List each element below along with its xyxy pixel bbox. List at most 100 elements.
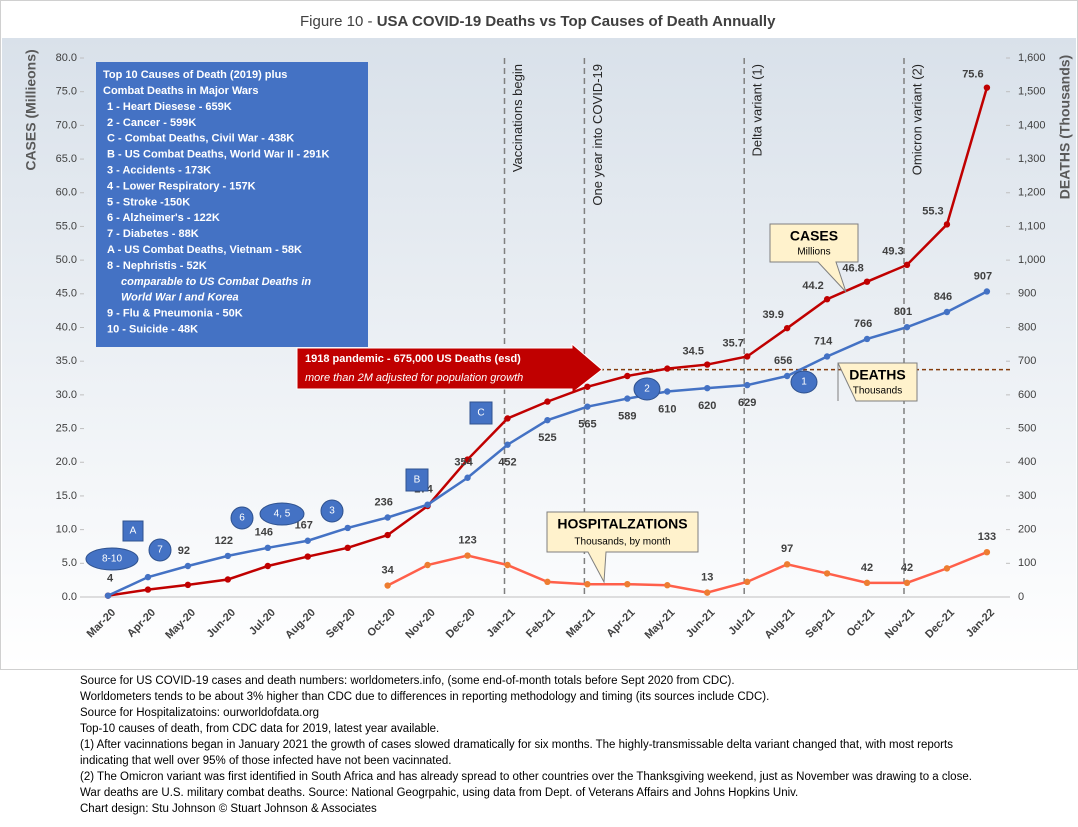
data-label: 801 — [894, 306, 912, 318]
footer-line: War deaths are U.S. military combat deat… — [80, 787, 798, 799]
marker-shape — [122, 520, 144, 542]
causes-item: 6 - Alzheimer's - 122K — [107, 212, 220, 224]
data-label: 75.6 — [962, 69, 983, 81]
data-point — [304, 553, 311, 560]
y2-tick-label: 600 — [1018, 389, 1036, 401]
legend-unit: Thousands, by month — [574, 537, 670, 548]
y-tick-label: 30.0 — [56, 389, 77, 401]
y2-tick-label: 100 — [1018, 557, 1036, 569]
data-label: 49.3 — [882, 246, 903, 258]
data-point — [224, 576, 232, 583]
data-point — [184, 581, 192, 589]
data-point — [664, 582, 671, 589]
data-point — [744, 578, 751, 586]
data-point — [983, 548, 991, 556]
data-label: 565 — [578, 419, 596, 431]
causes-item: 3 - Accidents - 173K — [107, 165, 211, 177]
data-label: 44.2 — [802, 280, 823, 292]
data-point — [584, 580, 591, 588]
data-label: 589 — [618, 410, 636, 422]
data-point — [264, 544, 271, 552]
marker-label: A — [130, 526, 137, 537]
causes-note: World War I and Korea — [121, 292, 239, 304]
causes-item: A - US Combat Deaths, Vietnam - 58K — [107, 244, 302, 256]
y-tick-label: 10.0 — [56, 524, 77, 536]
reference-sublabel: more than 2M adjusted for population gro… — [305, 372, 523, 384]
data-point — [704, 361, 711, 368]
y2-tick-label: 800 — [1018, 321, 1036, 333]
marker-label: B — [414, 475, 421, 486]
reference-banner — [296, 342, 603, 395]
footer-line: Source for Hospitalizatoins: ourworldofd… — [80, 707, 319, 719]
y2-tick-label: 1,000 — [1018, 254, 1046, 266]
event-label: One year into COVID-19 — [590, 64, 605, 206]
data-point — [943, 221, 951, 228]
data-point — [224, 552, 232, 560]
data-point — [744, 381, 751, 389]
data-label: 34.5 — [683, 345, 704, 357]
y-tick-label: 35.0 — [56, 355, 77, 367]
marker-shape — [259, 502, 305, 526]
series-line — [387, 551, 988, 594]
data-point — [384, 531, 391, 539]
data-point — [863, 579, 871, 587]
title: Figure 10 - USA COVID-19 Deaths vs Top C… — [300, 13, 776, 30]
causes-note: comparable to US Combat Deaths in — [121, 276, 311, 288]
causes-item: B - US Combat Deaths, World War II - 291… — [107, 149, 330, 161]
y-tick-label: 25.0 — [56, 422, 77, 434]
data-point — [943, 565, 951, 572]
y-tick-label: 75.0 — [56, 86, 77, 98]
y2-tick-label: 0 — [1018, 591, 1024, 603]
causes-item: 10 - Suicide - 48K — [107, 324, 198, 336]
data-label: 610 — [658, 403, 676, 415]
data-label: 656 — [774, 355, 792, 367]
legend-name: HOSPITALZATIONS — [557, 516, 687, 532]
marker-shape — [320, 499, 344, 523]
causes-item: 5 - Stroke -150K — [107, 196, 190, 208]
marker-label: 6 — [239, 513, 245, 524]
data-label: 452 — [498, 457, 516, 469]
y2-tick-label: 1,500 — [1018, 86, 1046, 98]
data-label: 167 — [295, 520, 313, 532]
data-point — [144, 586, 152, 593]
footer-line: (1) After vacinnations began in January … — [80, 739, 953, 751]
data-label: 13 — [701, 572, 713, 584]
legend-name: CASES — [790, 228, 838, 244]
data-label: 46.8 — [842, 263, 863, 275]
data-label: 714 — [814, 335, 833, 347]
data-point — [264, 562, 271, 570]
y-tick-label: 5.0 — [62, 557, 77, 569]
data-point — [344, 524, 351, 532]
callout-box — [837, 362, 918, 402]
data-label: 42 — [901, 562, 913, 574]
data-label: 34 — [382, 564, 395, 576]
data-point — [544, 398, 551, 405]
data-point — [783, 372, 791, 380]
footer-line: indicating that well over 95% of those i… — [80, 755, 451, 767]
footer-line: Chart design: Stu Johnson © Stuart Johns… — [80, 803, 377, 815]
data-label: 846 — [934, 291, 952, 303]
marker-label: 8-10 — [102, 554, 122, 565]
marker-shape — [633, 377, 661, 401]
data-label: 907 — [974, 270, 992, 282]
legend-unit: Millions — [797, 247, 830, 258]
causes-item: 4 - Lower Respiratory - 157K — [107, 180, 256, 192]
y2-tick-label: 500 — [1018, 422, 1036, 434]
reference-label: 1918 pandemic - 675,000 US Deaths (esd) — [305, 353, 521, 365]
y-axis-title: CASES (Millieons) — [23, 49, 39, 170]
y2-tick-label: 1,100 — [1018, 220, 1046, 232]
data-label: 35.7 — [722, 337, 743, 349]
event-label: Delta variant (1) — [750, 64, 765, 156]
data-label: 620 — [698, 400, 716, 412]
callout-box — [546, 511, 699, 584]
data-point — [504, 561, 511, 569]
data-point — [903, 261, 911, 269]
data-point — [424, 561, 431, 569]
data-point — [464, 456, 471, 463]
y2-tick-label: 1,600 — [1018, 52, 1046, 64]
causes-title: Top 10 Causes of Death (2019) plus — [103, 69, 287, 81]
data-label: 92 — [178, 545, 190, 557]
data-label: 766 — [854, 318, 872, 330]
data-point — [544, 578, 551, 586]
